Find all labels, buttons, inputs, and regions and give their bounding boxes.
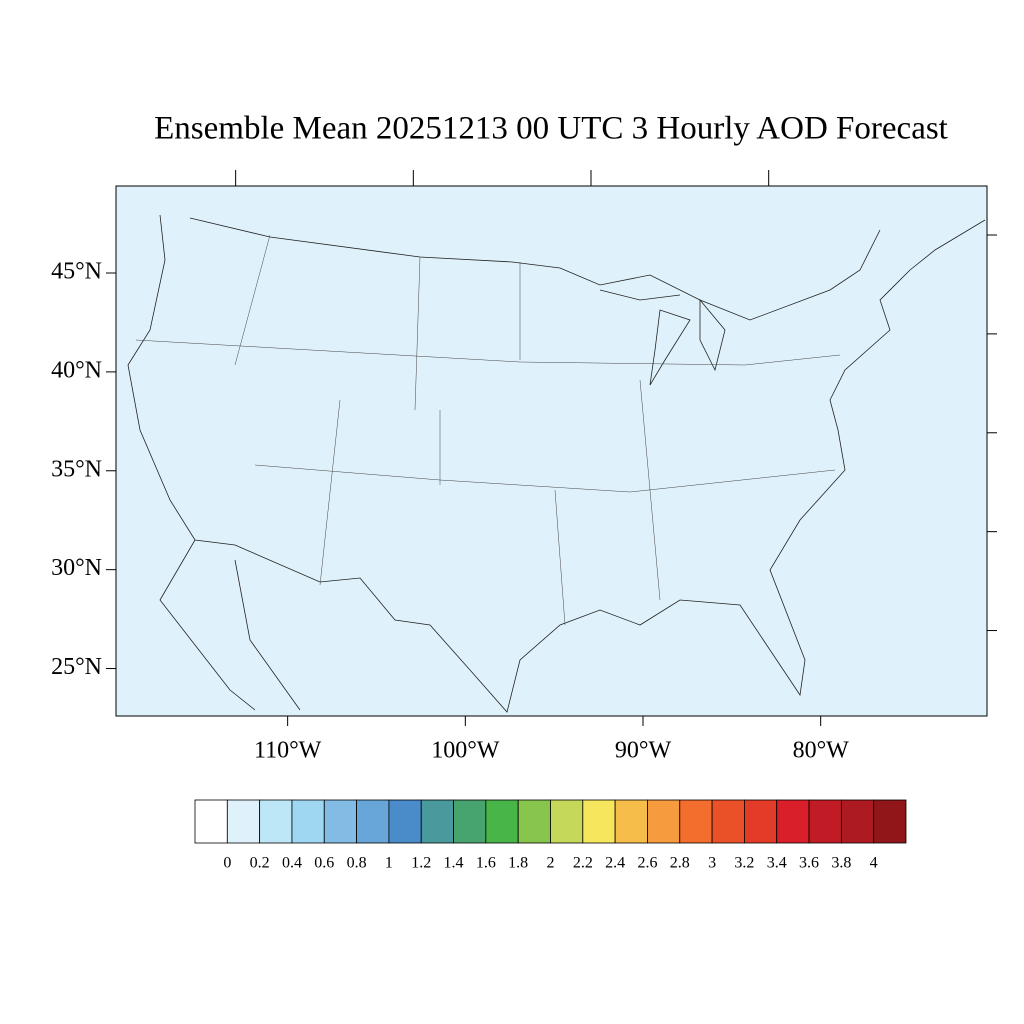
colorbar-box [840, 799, 875, 844]
colorbar-label: 3.6 [799, 855, 819, 872]
colorbar-label: 1.6 [476, 855, 496, 872]
lat-tick-label: 30°N [51, 555, 102, 581]
colorbar-label: 2.2 [573, 855, 593, 872]
colorbar-label: 2 [547, 855, 555, 872]
colorbar-label: 4 [870, 855, 878, 872]
colorbar-box [453, 799, 487, 844]
lakes [599, 289, 726, 386]
lat-tick-label: 40°N [51, 357, 102, 383]
colorbar-box [711, 799, 745, 844]
colorbar-label: 3.8 [831, 855, 851, 872]
colorbar-box [388, 799, 422, 844]
colorbar-label: 2.4 [605, 855, 625, 872]
colorbar-box [194, 799, 228, 844]
colorbar-box [259, 799, 293, 844]
colorbar-box [291, 799, 325, 844]
colorbar-box [614, 799, 648, 844]
colorbar-label: 0.2 [250, 855, 270, 872]
colorbar-label: 1.4 [444, 855, 464, 872]
lon-tick-label: 90°W [615, 738, 672, 764]
colorbar-box [550, 799, 584, 844]
coastline [127, 214, 986, 713]
colorbar-box [517, 799, 551, 844]
colorbar-label: 1 [385, 855, 393, 872]
lon-tick-label: 100°W [431, 738, 500, 764]
colorbar-label: 0.8 [347, 855, 367, 872]
lat-tick-label: 35°N [51, 456, 102, 482]
map-title: Ensemble Mean 20251213 00 UTC 3 Hourly A… [154, 111, 948, 147]
map-frame [115, 185, 988, 717]
colorbar-box [420, 799, 454, 844]
colorbar-box [776, 799, 810, 844]
colorbar-label: 2.6 [637, 855, 657, 872]
colorbar-label: 3 [708, 855, 716, 872]
colorbar-box [873, 799, 907, 844]
colorbar-box [226, 799, 261, 844]
colorbar-box [582, 799, 616, 844]
mexico-coast [159, 539, 301, 711]
colorbar-label: 1.8 [508, 855, 528, 872]
state-lines [135, 234, 841, 626]
colorbar-box [808, 799, 842, 844]
colorbar-box [485, 799, 519, 844]
colorbar-label: 3.2 [734, 855, 754, 872]
colorbar-label: 0 [223, 855, 231, 872]
lat-tick-label: 25°N [51, 654, 102, 680]
colorbar-label: 3.4 [767, 855, 787, 872]
colorbar-box [679, 799, 713, 844]
colorbar-box [323, 799, 357, 844]
coastlines [127, 214, 986, 713]
map-panel [116, 186, 987, 716]
lon-tick-label: 110°W [254, 738, 322, 764]
colorbar-label: 0.4 [282, 855, 302, 872]
colorbar-box [356, 799, 390, 844]
colorbar-label: 0.6 [314, 855, 334, 872]
lat-tick-label: 45°N [51, 259, 102, 285]
border [189, 217, 881, 321]
colorbar-box [744, 799, 778, 844]
lon-tick-label: 80°W [793, 738, 850, 764]
colorbar-box [647, 799, 681, 844]
colorbar-label: 2.8 [670, 855, 690, 872]
colorbar-label: 1.2 [411, 855, 431, 872]
